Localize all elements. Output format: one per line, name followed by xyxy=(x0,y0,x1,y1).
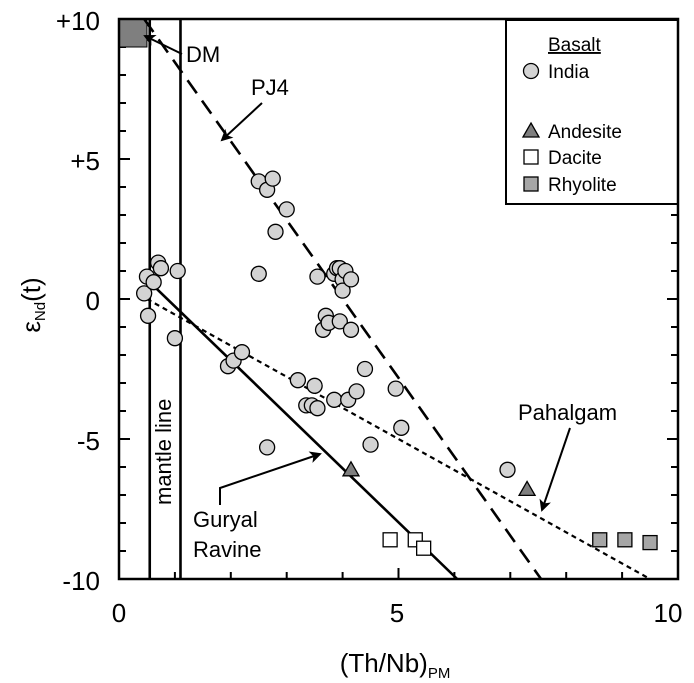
line-pj4 xyxy=(143,18,543,580)
point-india xyxy=(278,201,295,218)
guryal-label-line1: Guryal xyxy=(193,507,258,532)
point-india xyxy=(264,170,281,187)
point-india xyxy=(233,344,251,361)
legend-label-dacite: Dacite xyxy=(548,148,602,169)
point-india xyxy=(136,285,153,302)
plot-frame xyxy=(117,17,680,581)
point-india xyxy=(250,265,267,282)
point-india xyxy=(499,461,516,478)
line-guryal-ravine xyxy=(146,278,459,580)
legend-box xyxy=(505,19,679,205)
point-rhyolite xyxy=(642,534,658,551)
x-tick-label-5: 5 xyxy=(390,598,404,628)
pj4-label: PJ4 xyxy=(251,75,289,100)
y-axis-title-suffix: (t) xyxy=(16,277,46,302)
mantle-line-label: mantle line xyxy=(151,399,176,505)
point-india xyxy=(289,372,307,389)
axis-ticks: +10 +5 0 -5 -10 0 5 10 xyxy=(56,6,683,628)
x-axis-title-main: (Th/Nb) xyxy=(340,648,428,678)
point-india xyxy=(334,282,351,299)
point-india xyxy=(309,268,326,285)
pahalgam-label: Pahalgam xyxy=(518,400,617,425)
guryal-arrow xyxy=(219,451,322,505)
point-rhyolite xyxy=(617,532,633,548)
point-dacite xyxy=(416,540,432,556)
legend-marker-india xyxy=(522,62,540,80)
x-tick-label-0: 0 xyxy=(112,598,126,628)
y-axis-title: εNd(t) xyxy=(16,277,49,332)
point-india xyxy=(145,274,162,291)
legend-marker-andesite xyxy=(521,121,541,138)
legend-label-india: India xyxy=(548,62,590,83)
legend-marker-dacite xyxy=(523,149,539,165)
point-andesite xyxy=(517,480,537,497)
dm-box xyxy=(118,18,148,48)
point-india xyxy=(166,330,184,347)
legend-label-rhyolite: Rhyolite xyxy=(548,175,617,196)
y-tick-label-neg5: -5 xyxy=(77,426,100,456)
point-india xyxy=(356,360,374,378)
y-axis-title-main: ε xyxy=(16,321,46,333)
legend-label-andesite: Andesite xyxy=(548,122,622,143)
guryal-label-line2: Ravine xyxy=(193,537,261,562)
plot-layer xyxy=(118,18,679,580)
point-india xyxy=(169,262,186,280)
point-india xyxy=(362,436,379,453)
point-india xyxy=(342,271,360,288)
point-india xyxy=(348,383,365,400)
point-india xyxy=(152,260,170,277)
y-axis-title-sub: Nd xyxy=(32,302,49,321)
legend-header: Basalt xyxy=(548,35,602,56)
legend-marker-rhyolite xyxy=(523,176,539,192)
point-india xyxy=(267,223,284,240)
line-pahalgam xyxy=(146,298,651,580)
point-india xyxy=(139,307,157,324)
y-tick-label-10: +10 xyxy=(56,6,100,36)
dm-arrow xyxy=(143,34,183,55)
dm-label: DM xyxy=(186,42,220,67)
point-india xyxy=(326,391,343,408)
x-axis-title: (Th/Nb)PM xyxy=(340,648,451,682)
x-tick-label-10: 10 xyxy=(654,598,683,628)
point-andesite xyxy=(341,460,361,477)
point-india xyxy=(306,377,323,394)
y-tick-label-0: 0 xyxy=(86,286,100,316)
point-india xyxy=(342,321,360,338)
y-tick-label-5: +5 xyxy=(70,146,100,176)
point-india xyxy=(387,380,404,397)
point-india xyxy=(331,313,348,330)
point-india xyxy=(393,419,410,436)
y-tick-label-neg10: -10 xyxy=(62,566,100,596)
point-india xyxy=(309,400,326,417)
legend: Basalt India Andesite Dacite Rhyolite xyxy=(505,19,679,205)
pj4-arrow xyxy=(220,102,263,142)
point-india xyxy=(258,439,276,456)
point-dacite xyxy=(382,532,398,548)
point-rhyolite xyxy=(592,532,608,548)
pahalgam-arrow xyxy=(539,427,571,512)
x-axis-title-sub: PM xyxy=(428,665,451,682)
